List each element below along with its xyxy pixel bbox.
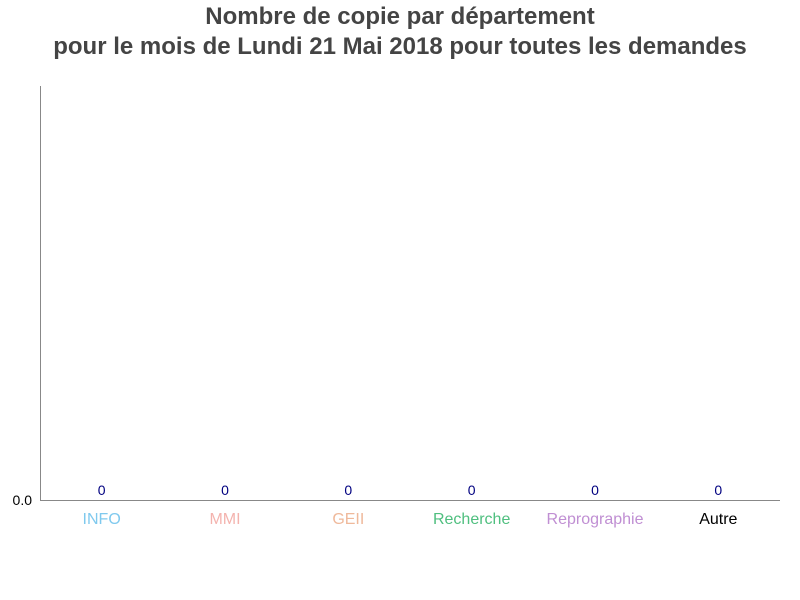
data-label-recherche: 0	[468, 482, 476, 498]
data-label-autre: 0	[714, 482, 722, 498]
x-tick-label-info: INFO	[83, 511, 121, 528]
chart-marks: 0 INFO 0 MMI 0 GEII 0 Recherche 0 Reprographie 0 Au…	[83, 482, 738, 528]
y-tick-label: 0.0	[13, 492, 33, 508]
chart-title-line-2: pour le mois de Lundi 21 Mai 2018 pour t…	[53, 33, 747, 60]
x-tick-label-mmi: MMI	[209, 511, 240, 528]
x-tick-label-recherche: Recherche	[433, 511, 510, 528]
data-label-geii: 0	[344, 482, 352, 498]
chart-title-line-1: Nombre de copie par département	[205, 3, 595, 30]
x-tick-label-reprographie: Reprographie	[547, 511, 644, 528]
data-label-reprographie: 0	[591, 482, 599, 498]
data-label-mmi: 0	[221, 482, 229, 498]
x-tick-label-geii: GEII	[332, 511, 364, 528]
chart-title: Nombre de copie par département pour le …	[0, 2, 800, 62]
x-tick-label-autre: Autre	[699, 511, 737, 528]
data-label-info: 0	[98, 482, 106, 498]
